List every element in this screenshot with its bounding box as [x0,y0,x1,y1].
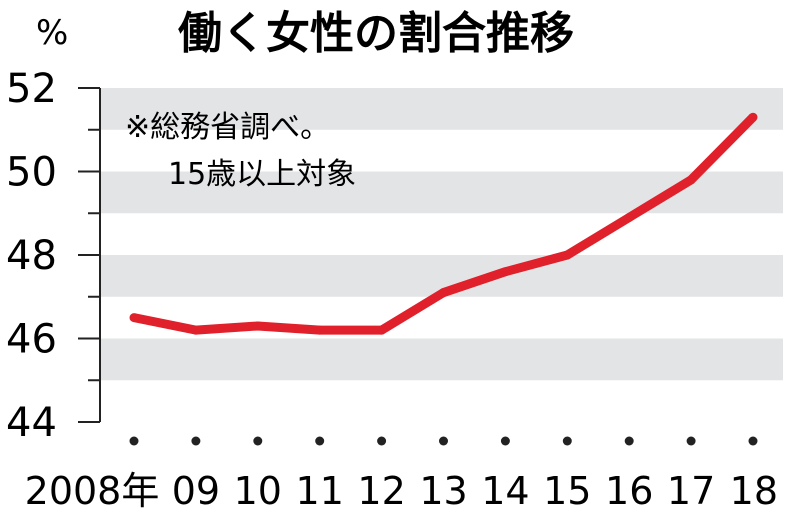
data-point [315,325,325,335]
data-point [748,112,758,122]
x-tick-dot [253,436,263,446]
scope-note: 15歳以上対象 [168,157,356,192]
x-tick-dot [315,436,325,446]
data-point [500,267,510,277]
data-point [686,175,696,185]
x-tick-label: 17 [667,469,715,513]
data-point [129,313,139,323]
x-tick-label: 14 [481,469,529,513]
y-tick-label: 52 [6,66,57,112]
x-tick-label: 2008年 [25,469,160,513]
x-tick-label: 15 [543,469,591,513]
unit-label: % [36,13,68,53]
data-point [624,212,634,222]
series-line [133,114,757,335]
y-tick-label: 50 [6,150,57,196]
y-tick-label: 46 [6,317,57,363]
x-tick-dot [191,436,201,446]
data-point [377,325,387,335]
x-tick-markers [129,436,758,446]
x-tick-dot [748,436,758,446]
x-tick-dot [500,436,510,446]
y-tick-label: 44 [6,400,57,446]
x-tick-label: 12 [357,469,405,513]
grid-band [100,338,783,381]
y-tick-label: 48 [6,233,57,279]
x-tick-label: 09 [172,469,220,513]
x-tick-dot [562,436,572,446]
x-tick-label: 16 [605,469,653,513]
series-layer [129,112,758,335]
x-tick-label: 18 [730,469,778,513]
x-tick-dot [686,436,696,446]
data-point [191,325,201,335]
data-point [562,250,572,260]
x-tick-dot [439,436,448,446]
data-point [439,288,448,298]
x-tick-labels: 2008年 09 10 11 12 13 14 15 16 17 18 [25,469,778,513]
x-tick-label: 10 [234,469,282,513]
chart-title: 働く女性の割合推移 [178,8,574,59]
x-tick-label: 11 [296,469,344,513]
y-tick-labels: 52 50 48 46 44 [6,66,57,446]
x-tick-dot [129,436,139,446]
x-tick-dot [624,436,634,446]
y-axis [78,87,101,423]
grid-band [100,88,783,130]
data-point [253,321,263,331]
x-tick-dot [377,436,387,446]
x-tick-label: 13 [419,469,467,513]
source-note: ※総務省調べ。 [125,110,330,145]
